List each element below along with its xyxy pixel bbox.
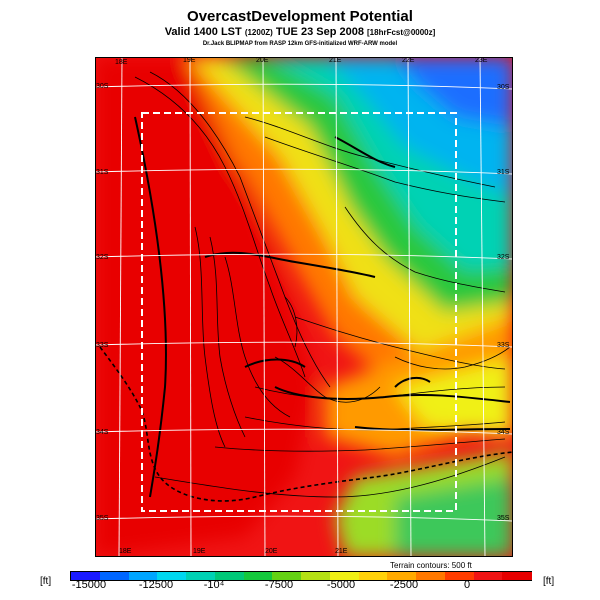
lon-label-top-19e: 19E (183, 57, 196, 64)
graticule (95, 57, 513, 557)
colorbar-swatch (358, 572, 388, 580)
lat-label-left-34s: 34S (96, 429, 109, 436)
valid-time: Valid 1400 LST (164, 26, 242, 38)
coastline (99, 346, 513, 502)
forecast-info: [18hrFcst@0000z] (367, 28, 436, 37)
field-layers (95, 57, 513, 557)
lat-label-right-33s: 33S (497, 342, 510, 349)
lon-label-top-20e: 20E (256, 57, 269, 64)
colorbar-swatch (214, 572, 244, 580)
lat-label-left-30s: 30S (96, 83, 109, 90)
colorbar-tick-label: -12500 (138, 579, 174, 591)
colorbar-swatch (128, 572, 158, 580)
lat-label-right-31s: 31S (497, 169, 510, 176)
lat-label-left-31s: 31S (96, 169, 109, 176)
lon-label-bottom-19e: 19E (193, 548, 206, 555)
colorbar-unit-left: [ft] (40, 576, 52, 587)
lat-label-left-33s: 33S (96, 342, 109, 349)
lon-label-bottom-21e: 21E (335, 548, 348, 555)
colorbar-swatch (473, 572, 503, 580)
colorbar-swatch (272, 572, 302, 580)
colorbar-tick-label: -2500 (389, 579, 419, 591)
colorbar-swatch (329, 572, 359, 580)
colorbar-tick-label: -5000 (326, 579, 356, 591)
terrain-note: Terrain contours: 500 ft (390, 561, 472, 570)
map-title: OvercastDevelopment Potential (187, 8, 413, 25)
colorbar-tick-label: -10⁴ (203, 579, 225, 591)
colorbar-tick-label: 0 (463, 579, 471, 591)
map-border (95, 57, 513, 557)
lon-label-top-18e: 18E (115, 59, 128, 66)
lat-label-right-35s: 35S (497, 515, 510, 522)
map-panel: 18E 19E 20E 21E 22E 23E 18E 19E 20E 21E … (95, 57, 513, 557)
lon-label-top-22e: 22E (402, 57, 415, 64)
lat-label-right-34s: 34S (497, 429, 510, 436)
colorbar-swatch (186, 572, 216, 580)
lon-label-top-21e: 21E (329, 57, 342, 64)
colorbar-swatch (444, 572, 474, 580)
colorbar-unit-right: [ft] (543, 576, 555, 587)
colorbar-swatch (157, 572, 187, 580)
bold-contours (134, 116, 511, 498)
valid-date: TUE 23 Sep 2008 (275, 26, 364, 38)
colorbar-swatch (416, 572, 446, 580)
colorbar (70, 571, 532, 581)
lon-label-bottom-20e: 20E (265, 548, 278, 555)
map-subtitle: Valid 1400 LST (1200Z) TUE 23 Sep 2008 [… (0, 26, 600, 38)
colorbar-swatch (71, 572, 101, 580)
colorbar-tick-label: -7500 (264, 579, 294, 591)
colorbar-tick-label: -15000 (71, 579, 107, 591)
lat-label-left-32s: 32S (96, 254, 109, 261)
lon-label-bottom-18e: 18E (119, 548, 132, 555)
model-credit: Dr.Jack BLIPMAP from RASP 12km GFS-initi… (202, 41, 398, 47)
valid-time-utc: (1200Z) (244, 28, 273, 37)
lat-label-right-32s: 32S (497, 254, 510, 261)
colorbar-swatch (243, 572, 273, 580)
colorbar-swatch (387, 572, 417, 580)
colorbar-swatch (99, 572, 129, 580)
lat-label-right-30s: 30S (497, 84, 510, 91)
colorbar-swatch (502, 572, 532, 580)
colorbar-swatch (301, 572, 331, 580)
inner-domain-box (141, 112, 457, 512)
lat-label-left-35s: 35S (96, 515, 109, 522)
map-field (95, 57, 513, 557)
lon-label-top-23e: 23E (475, 57, 488, 64)
